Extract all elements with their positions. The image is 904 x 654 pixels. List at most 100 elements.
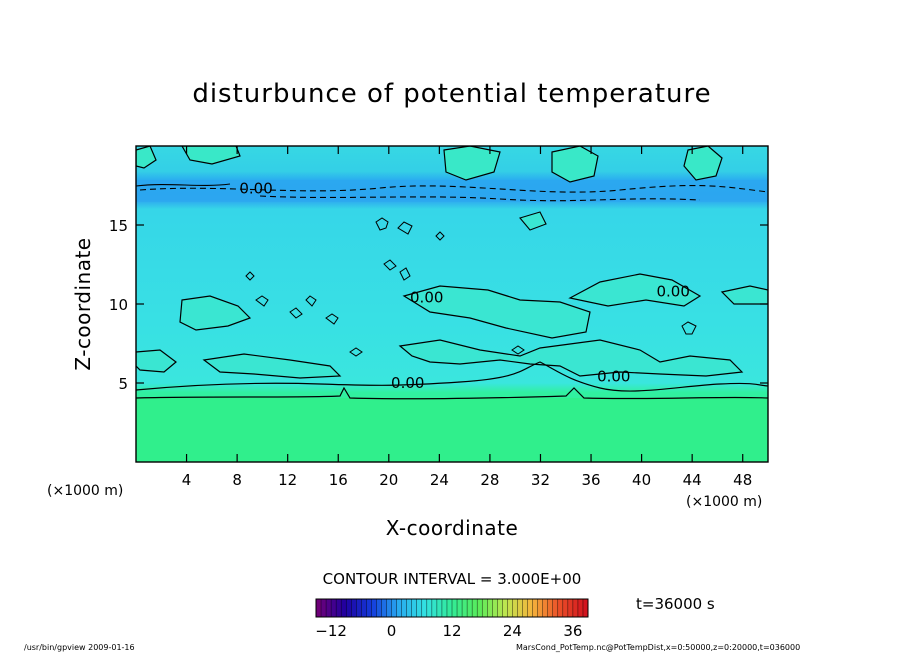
colorbar-cell: [391, 599, 397, 617]
colorbar-cell: [436, 599, 443, 617]
colorbar-cell: [542, 599, 549, 617]
lower-layer: [136, 398, 768, 462]
cold-band: [136, 180, 768, 202]
x-tick-label: 36: [581, 471, 600, 489]
colorbar-cell: [487, 599, 493, 617]
x-tick-label: 4: [182, 471, 192, 489]
contour-label: 0.00: [410, 289, 443, 307]
colorbar-cell: [401, 599, 408, 617]
colorbar-cell: [421, 599, 428, 617]
colorbar-cell: [467, 599, 473, 617]
colorbar-cell: [502, 599, 508, 617]
colorbar-cell: [452, 599, 458, 617]
contour-ground: [136, 386, 768, 400]
colorbar-cell: [572, 599, 579, 617]
contour-blob-6: [305, 295, 317, 307]
colorbar-cell: [522, 599, 528, 617]
colorbar-cell: [532, 599, 539, 617]
x-unit-right: (×1000 m): [686, 494, 762, 510]
contour-patch-mid-6: [398, 339, 744, 377]
colorbar-cell: [562, 599, 569, 617]
x-unit-left: (×1000 m): [47, 483, 123, 499]
contour-blob-13: [681, 321, 697, 335]
colorbar-tick-label: 12: [442, 622, 461, 640]
x-tick-label: 28: [480, 471, 499, 489]
contour-blob-10: [435, 231, 445, 241]
contour-blob-12: [511, 345, 525, 355]
contour-patch-top-4: [683, 146, 723, 181]
colorbar-cell: [371, 599, 377, 617]
chart-title: disturbunce of potential temperature: [192, 79, 711, 109]
colorbar-tick-label: −12: [315, 622, 347, 640]
colorbar-cell: [441, 599, 448, 617]
contour-blob-7: [325, 313, 339, 325]
colorbar-cell: [537, 599, 544, 617]
contour-patch-top-2: [443, 146, 501, 181]
colorbar-cell: [482, 599, 488, 617]
colorbar: [315, 599, 589, 617]
colorbar-cell: [356, 599, 362, 617]
colorbar-cell: [567, 599, 574, 617]
colorbar-cell: [462, 599, 468, 617]
contour-lower-boundary: [136, 361, 768, 392]
colorbar-cell: [426, 599, 433, 617]
colorbar-tick-label: 24: [503, 622, 522, 640]
colorbar-cell: [361, 599, 367, 617]
colorbar-cell: [477, 599, 483, 617]
contour-negative-2: [259, 195, 701, 202]
colorbar-cell: [381, 599, 387, 617]
colorbar-cell: [507, 599, 513, 617]
x-tick-label: 48: [733, 471, 752, 489]
colorbar-cell: [431, 599, 438, 617]
x-tick-label: 8: [232, 471, 242, 489]
contour-patch-mid-2: [402, 285, 591, 339]
colorbar-cell: [341, 599, 347, 617]
colorbar-cell: [366, 599, 372, 617]
colorbar-cell: [336, 599, 342, 617]
colorbar-cell: [552, 599, 559, 617]
colorbar-tick-labels: −12 0 12 24 36: [315, 622, 582, 640]
contour-patch-mid-5: [519, 211, 547, 231]
y-axis-label: Z-coordinate: [71, 237, 95, 370]
contour-label: 0.00: [597, 368, 630, 386]
contour-blob-5: [289, 307, 303, 319]
colorbar-cell: [557, 599, 564, 617]
y-tick-label: 5: [118, 375, 128, 393]
contour-patch-mid-7: [136, 349, 177, 373]
contour-label: 0.00: [656, 282, 689, 300]
colorbar-cell: [351, 599, 357, 617]
colorbar-cell: [386, 599, 392, 617]
contour-blob-3: [383, 259, 397, 271]
x-tick-label: 20: [379, 471, 398, 489]
contour-blob-11: [349, 347, 363, 357]
colorbar-cell: [411, 599, 418, 617]
colorbar-cell: [406, 599, 413, 617]
colorbar-cell: [492, 599, 498, 617]
contour-interval-text: CONTOUR INTERVAL = 3.000E+00: [323, 570, 582, 588]
colorbar-cell: [376, 599, 382, 617]
colorbar-tick-label: 0: [387, 622, 397, 640]
colorbar-cell: [396, 599, 403, 617]
colorbar-cell: [577, 599, 584, 617]
colorbar-cell: [582, 599, 589, 617]
contour-patch-mid-4: [720, 285, 768, 305]
footer-left: /usr/bin/gpview 2009-01-16: [24, 643, 135, 652]
colorbar-cell: [547, 599, 554, 617]
x-tick-label: 32: [531, 471, 550, 489]
contour-patch-mid-3: [568, 273, 702, 307]
contour-patch-top-1: [181, 146, 241, 165]
contour-patch-mid-1: [179, 295, 252, 331]
x-axis-label: X-coordinate: [386, 516, 519, 540]
contour-labels: 0.00 0.00 0.00 0.00 0.00: [239, 180, 690, 392]
contour-blob-1: [375, 217, 389, 231]
contour-zero-upper: [136, 183, 231, 187]
contour-label: 0.00: [239, 180, 272, 198]
colorbar-frame: [315, 598, 589, 618]
contour-blob-9: [245, 271, 255, 281]
colorbar-cell: [446, 599, 453, 617]
x-tick-label: 24: [430, 471, 449, 489]
colorbar-cell: [527, 599, 533, 617]
x-tick-label: 12: [278, 471, 297, 489]
